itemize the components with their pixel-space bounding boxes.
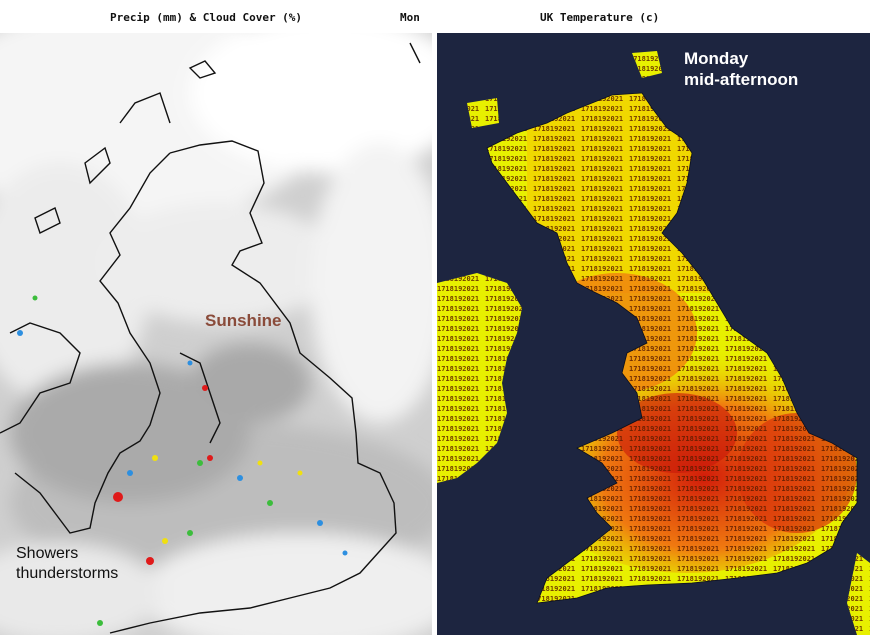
coastline-outline bbox=[0, 42, 421, 634]
thunderstorms-line: thunderstorms bbox=[16, 565, 119, 582]
showers-line: Showers bbox=[16, 545, 79, 562]
forecast-day: Monday bbox=[684, 49, 749, 68]
forecast-time-annotation: Monday mid-afternoon bbox=[684, 48, 798, 90]
cloud-cover-layer bbox=[0, 33, 432, 635]
temperature-map-graphic: 1718192021 bbox=[437, 33, 870, 635]
showers-annotation: Showers thunderstorms bbox=[16, 544, 118, 584]
precip-map-graphic bbox=[0, 33, 432, 635]
temperature-chart-title: UK Temperature (c) bbox=[540, 11, 660, 24]
header-bar: Precip (mm) & Cloud Cover (%) Mon UK Tem… bbox=[0, 0, 870, 33]
precip-chart-title: Precip (mm) & Cloud Cover (%) bbox=[110, 11, 303, 24]
temperature-map: 1718192021 Monday mid-afternoon bbox=[437, 33, 870, 635]
precip-date-label: Mon bbox=[400, 11, 420, 24]
precip-cloud-map: Sunshine Showers thunderstorms bbox=[0, 33, 432, 635]
land-outline bbox=[486, 92, 858, 604]
forecast-time-of-day: mid-afternoon bbox=[684, 70, 799, 89]
shower-cells-layer bbox=[17, 295, 348, 626]
panel-divider bbox=[432, 33, 437, 635]
sunshine-annotation: Sunshine bbox=[205, 311, 282, 330]
